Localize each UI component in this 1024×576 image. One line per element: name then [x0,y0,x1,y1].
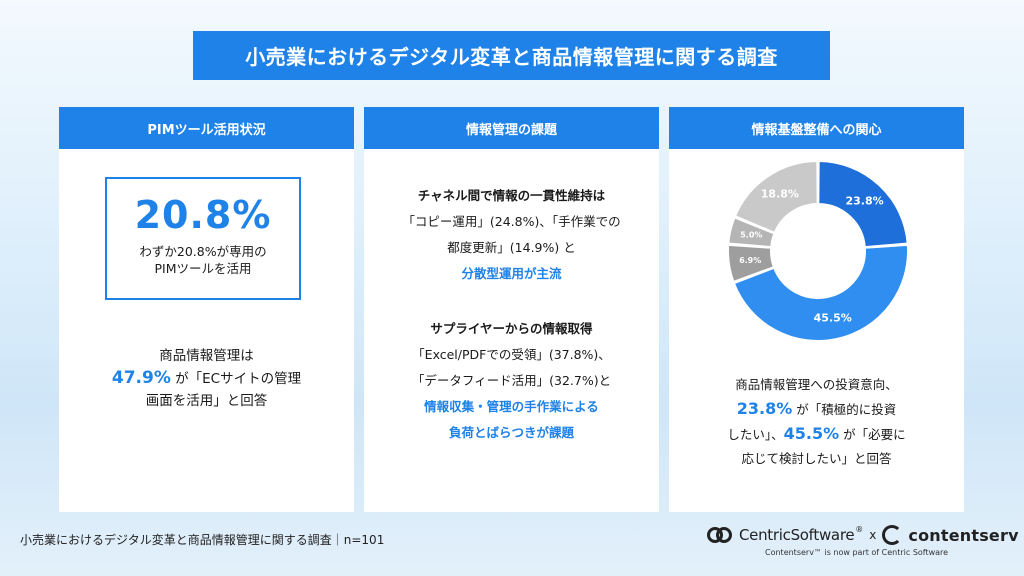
text-line3: 画面を活用」と回答 [145,393,268,409]
donut-slice-label: 18.8% [761,188,799,201]
panel-info-issues-heading: 情報管理の課題 [364,107,659,149]
text-line2-suffix: が「ECサイトの管理 [170,371,302,387]
issue-line: 「Excel/PDFでの受領」(37.8%)、 [412,347,611,362]
issue-block-channel: チャネル間で情報の一貫性維持は 「コピー運用」(24.8%)、「手作業での 都度… [364,183,659,287]
text-line2: 47.9% が「ECサイトの管理 [59,367,354,390]
highlight-value: 45.5% [783,424,840,443]
stat-box: 20.8% わずか20.8%が専用の PIMツールを活用 [105,177,301,300]
donut-slice [733,161,819,235]
logo-separator: x [869,528,877,542]
issue-block-supplier: サプライヤーからの情報取得 「Excel/PDFでの受領」(37.8%)、 「デ… [364,316,659,446]
issue-line: 「コピー運用」(24.8%)、「手作業での [402,214,621,229]
panel-infra-interest-heading: 情報基盤整備への関心 [669,107,964,149]
contentserv-logo-text: contentserv [908,525,1019,545]
donut-slice-label: 45.5% [814,311,852,324]
footer-source: 小売業におけるデジタル変革と商品情報管理に関する調査｜n=101 [20,533,385,547]
panel-pim-usage: PIMツール活用状況 20.8% わずか20.8%が専用の PIMツールを活用 … [59,107,354,512]
footer-logos: CentricSoftware ® x contentserv [707,525,1019,545]
panel-pim-usage-heading: PIMツール活用状況 [59,107,354,149]
donut-slice-label: 5.0% [740,231,762,240]
text-line4: 応じて検討したい」と回答 [741,451,892,466]
text-line3-prefix: したい」、 [727,427,784,442]
page-title: 小売業におけるデジタル変革と商品情報管理に関する調査 [193,31,830,80]
text-line2: 23.8% が「積極的に投資 [669,397,964,422]
text-line3-suffix: が「必要に [839,427,906,442]
issue-block-title: サプライヤーからの情報取得 [430,321,593,336]
text-line1: 商品情報管理は [159,348,254,364]
stat-box-caption: わずか20.8%が専用の PIMツールを活用 [107,243,299,277]
panel-infra-interest: 情報基盤整備への関心 23.8% 45.5% 6.9% 5.0% 18.8% 商品情報管… [669,107,964,512]
issue-line: 都度更新」(14.9%) と [447,240,576,255]
donut-slice [728,243,776,284]
text-line1: 商品情報管理への投資意向、 [735,377,898,392]
panel-infra-interest-text: 商品情報管理への投資意向、 23.8% が「積極的に投資 したい」、45.5% … [669,373,964,471]
centric-logo-icon [707,527,733,543]
stat-big-value: 20.8% [134,193,272,237]
issue-highlight: 負荷とばらつきが課題 [448,425,574,440]
donut-chart: 23.8% 45.5% 6.9% 5.0% 18.8% [728,161,908,341]
issue-line: 「データフィード活用」(32.7%)と [411,373,612,388]
highlight-value: 47.9% [111,368,171,388]
stat-box-line2: PIMツールを活用 [154,261,252,276]
panel-pim-usage-text: 商品情報管理は 47.9% が「ECサイトの管理 画面を活用」と回答 [59,345,354,412]
donut-slice [732,243,908,341]
issue-highlight: 情報収集・管理の手作業による [424,399,599,414]
donut-slice-label: 6.9% [739,256,761,265]
centric-logo-text: CentricSoftware [739,526,855,544]
contentserv-logo-icon [882,525,903,545]
issue-block-title: チャネル間で情報の一貫性維持は [417,188,606,203]
centric-logo-trademark: ® [855,525,864,534]
issue-highlight: 分散型運用が主流 [461,266,562,281]
donut-slice [817,161,908,249]
text-line2-suffix: が「積極的に投資 [792,402,897,417]
text-line3: したい」、45.5% が「必要に [669,422,964,447]
footer-note: Contentserv™ is now part of Centric Soft… [765,548,949,557]
panel-info-issues: 情報管理の課題 チャネル間で情報の一貫性維持は 「コピー運用」(24.8%)、「… [364,107,659,512]
stat-box-line1: わずか20.8%が専用の [139,244,267,259]
highlight-value: 23.8% [736,399,793,418]
donut-slice-label: 23.8% [845,194,883,207]
